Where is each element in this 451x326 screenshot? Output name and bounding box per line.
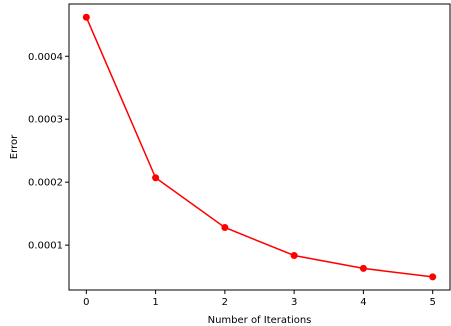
y-axis-label: Error (9, 134, 20, 159)
x-tick-label: 5 (429, 297, 435, 308)
x-tick-label: 4 (360, 297, 366, 308)
data-point (359, 264, 367, 272)
plot-frame (68, 3, 451, 291)
series-layer (82, 13, 437, 281)
y-axis: 0.0001 0.0002 0.0003 0.0004 (28, 52, 69, 252)
y-tick-label: 0.0002 (28, 178, 63, 189)
data-point (82, 13, 90, 21)
data-point (152, 174, 160, 182)
x-tick-label: 1 (152, 297, 158, 308)
x-axis-label: Number of Iterations (208, 315, 312, 326)
x-tick-label: 0 (83, 297, 89, 308)
data-point (290, 252, 298, 260)
data-point (429, 273, 437, 281)
x-tick-label: 2 (222, 297, 228, 308)
y-tick-label: 0.0001 (28, 241, 63, 252)
data-point (221, 223, 229, 231)
x-axis: 0 1 2 3 4 5 (83, 290, 436, 308)
series-line (85, 16, 433, 278)
y-tick-label: 0.0003 (28, 115, 63, 126)
x-tick-label: 3 (291, 297, 297, 308)
y-tick-label: 0.0004 (28, 52, 63, 63)
